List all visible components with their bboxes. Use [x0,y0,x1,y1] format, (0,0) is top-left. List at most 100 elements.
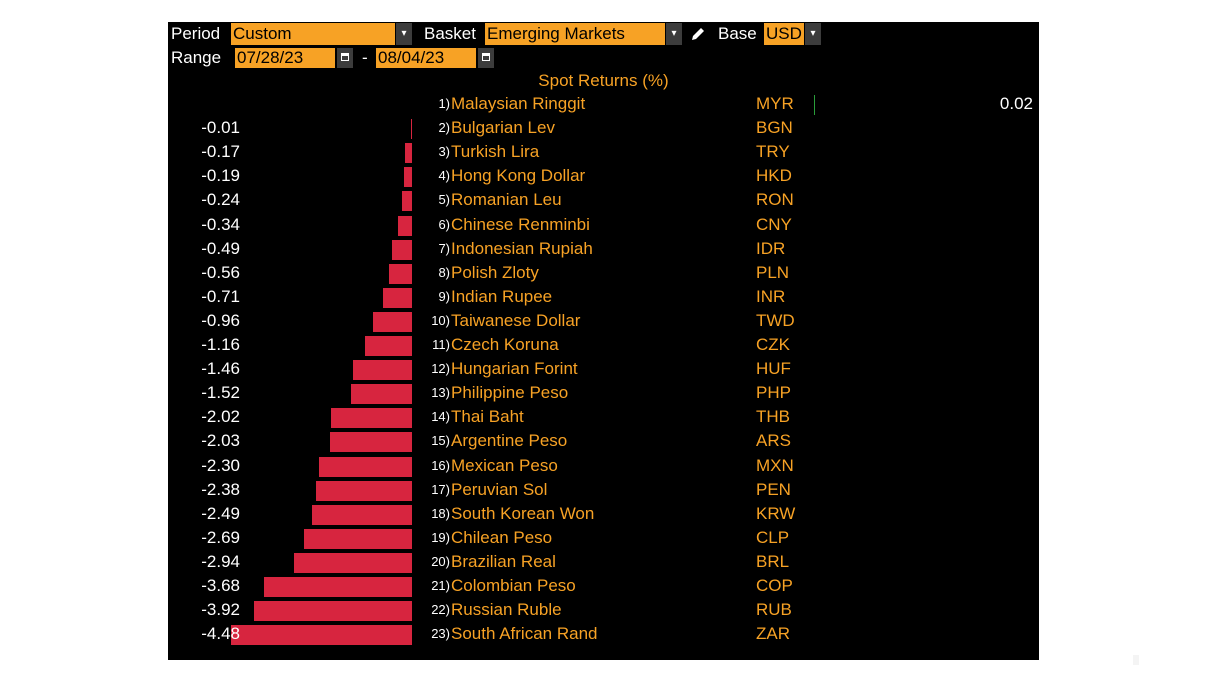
value-label: -2.30 [201,455,240,475]
currency-code: CLP [756,527,790,547]
currency-name: Czech Koruna [451,335,559,354]
value-label: -2.49 [201,503,240,523]
value-label: -2.38 [201,479,240,499]
bar-mxn [319,456,412,477]
bar-twd [373,311,412,332]
currency-code: CNY [756,214,792,234]
rank-label: 19) [431,529,450,545]
bar-cop [263,577,412,598]
bar-huf [353,360,412,381]
currency-name: Brazilian Real [451,551,556,571]
corner-mark [1133,655,1139,665]
value-label: -0.19 [201,166,240,186]
currency-code: CZK [756,335,790,354]
currency-name: Chilean Peso [451,527,553,547]
range-label: Range [171,48,222,67]
currency-code: IDR [756,238,786,258]
value-label: -4.48 [201,624,240,644]
value-label: -2.02 [201,407,240,427]
rank-label: 12) [431,361,450,377]
value-label: -0.49 [201,238,240,258]
period-dropdown-arrow[interactable]: ▾ [396,23,412,45]
rank-label: 15) [431,433,450,449]
rank-label: 2) [438,120,450,136]
value-label: -1.52 [201,383,240,403]
currency-name: Bulgarian Lev [451,118,555,138]
currency-name: Taiwanese Dollar [451,310,581,330]
bar-rub [254,601,412,622]
basket-label: Basket [424,24,476,43]
basket-select[interactable]: Emerging Markets [485,23,665,45]
spot-returns-panel: Period Custom ▾ Basket Emerging Markets … [168,22,1039,660]
currency-name: South Korean Won [451,503,595,523]
currency-name: Argentine Peso [451,431,568,451]
bar-hkd [404,167,412,188]
currency-code: PHP [756,383,791,403]
currency-name: Indian Rupee [451,286,553,306]
currency-name: Colombian Peso [451,576,576,595]
rank-label: 23) [431,626,450,642]
rank-label: 14) [431,409,450,425]
rank-label: 22) [431,602,450,618]
value-label: -0.24 [201,190,240,210]
period-select[interactable]: Custom [231,23,395,45]
bar-zar [231,625,412,646]
value-label: -2.03 [201,431,240,451]
currency-code: RON [756,190,794,210]
bar-cny [398,215,412,236]
end-date-input[interactable]: 08/04/23 [376,48,476,68]
bar-ars [330,432,412,453]
value-label: -2.94 [201,551,240,571]
value-label: 0.02 [999,94,1033,113]
value-label: -0.56 [201,262,240,282]
rank-label: 9) [438,288,450,304]
rank-label: 10) [431,312,450,328]
currency-name: Russian Ruble [451,600,562,620]
bar-brl [293,552,412,573]
end-date-calendar-icon[interactable] [478,48,494,68]
currency-code: TWD [756,310,795,330]
base-dropdown-arrow[interactable]: ▾ [805,23,821,45]
value-label: -0.01 [201,118,240,138]
bar-thb [330,408,412,429]
currency-name: Thai Baht [451,407,524,427]
currency-name: Chinese Renminbi [451,214,590,234]
basket-dropdown-arrow[interactable]: ▾ [666,23,682,45]
rank-label: 3) [438,144,450,160]
base-currency-select[interactable]: USD [764,23,804,45]
currency-code: MYR [756,94,794,113]
rank-label: 17) [431,481,450,497]
rank-label: 8) [438,264,450,280]
value-label: -2.69 [201,527,240,547]
start-date-input[interactable]: 07/28/23 [235,48,335,68]
currency-name: Mexican Peso [451,455,558,475]
pencil-icon[interactable] [689,25,707,43]
bar-bgn [411,119,412,140]
rank-label: 16) [431,457,450,473]
currency-code: BRL [756,551,790,571]
bar-clp [303,528,412,549]
start-date-calendar-icon[interactable] [337,48,353,68]
currency-name: Indonesian Rupiah [451,238,593,258]
currency-name: Hong Kong Dollar [451,166,586,186]
bar-php [350,384,412,405]
bar-czk [365,336,412,357]
value-label: -0.96 [201,310,240,330]
currency-name: Hungarian Forint [451,359,578,379]
bar-ron [402,191,412,212]
period-label: Period [171,24,221,43]
bar-pen [316,480,412,501]
rank-label: 11) [432,337,450,352]
currency-code: ARS [756,431,791,451]
value-label: -0.17 [201,142,240,162]
chart-title: Spot Returns (%) [538,71,669,90]
value-label: -0.71 [201,286,240,306]
currency-code: TRY [756,142,790,162]
currency-code: PEN [756,479,791,499]
bar-try [405,143,412,164]
currency-code: THB [756,407,790,427]
value-label: -1.46 [201,359,240,379]
rank-label: 7) [438,240,450,256]
currency-name: Romanian Leu [451,190,562,210]
currency-code: HKD [756,166,792,186]
